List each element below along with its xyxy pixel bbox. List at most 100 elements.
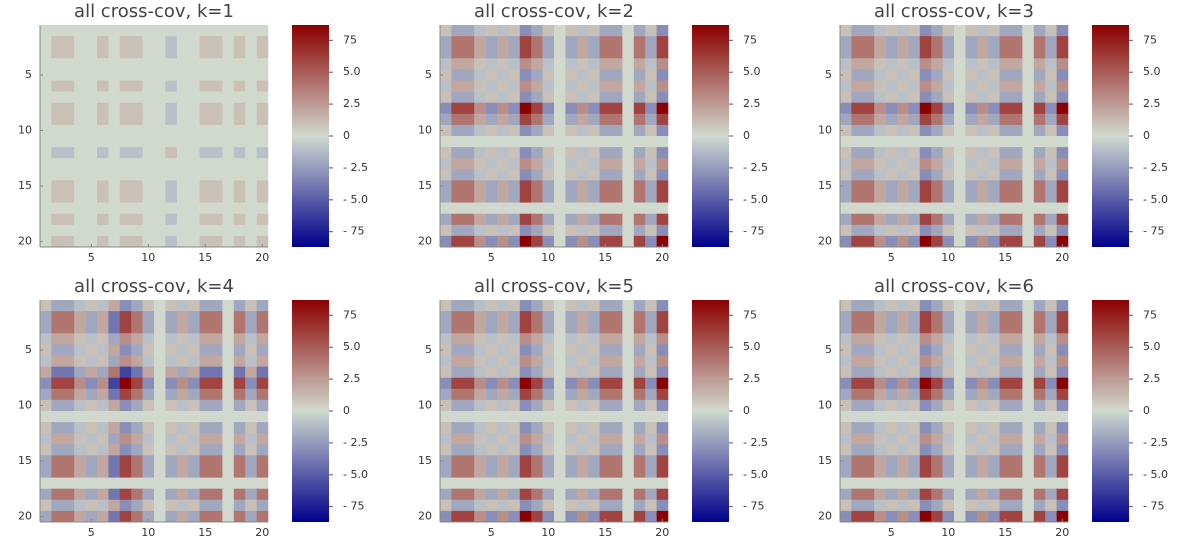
heat-cell: [188, 377, 200, 390]
heat-cell: [97, 180, 109, 192]
heat-cell: [862, 488, 875, 501]
heat-cell: [62, 333, 75, 345]
heat-cell: [154, 311, 166, 323]
heat-cell: [840, 169, 852, 181]
colorbar-tick-label: - 75: [743, 500, 764, 513]
heat-cell: [897, 224, 909, 237]
heat-cell: [965, 180, 978, 192]
heat-cell: [154, 224, 166, 237]
heat-cell: [976, 311, 989, 323]
heat-cell: [199, 91, 212, 103]
heat-cell: [233, 377, 246, 390]
heat-cell: [74, 124, 86, 137]
heat-cell: [976, 158, 989, 170]
heat-cell: [176, 322, 189, 334]
heat-cell: [554, 300, 566, 312]
heat-cell: [1011, 510, 1023, 523]
heat-cell: [988, 433, 1000, 445]
heat-cell: [451, 180, 464, 192]
heat-cell: [862, 158, 875, 170]
heat-cell: [919, 224, 932, 237]
heat-cell: [62, 510, 75, 523]
heat-cell: [531, 235, 543, 248]
heat-cell: [565, 433, 578, 445]
heat-cell: [108, 366, 121, 378]
heat-cell: [188, 422, 200, 434]
heat-cell: [622, 136, 635, 148]
heat-cell: [485, 147, 498, 159]
y-tick-label: 10: [418, 398, 432, 411]
heat-cell: [211, 466, 223, 478]
heat-cell: [1045, 455, 1057, 467]
heat-cell: [622, 202, 635, 214]
heat-cell: [919, 300, 932, 312]
heat-cell: [565, 366, 578, 378]
heat-cell: [497, 466, 509, 478]
heat-cell: [542, 69, 555, 81]
heat-cell: [199, 224, 212, 237]
x-tick-label: 10: [941, 526, 955, 539]
heat-cell: [131, 158, 143, 170]
heat-cell: [554, 388, 566, 401]
heat-cell: [622, 455, 635, 467]
heat-cell: [1033, 366, 1046, 378]
heat-cell: [199, 80, 212, 92]
heat-cell: [508, 191, 521, 203]
heat-cell: [885, 422, 898, 434]
heat-cell: [576, 322, 589, 334]
heat-cell: [656, 202, 669, 214]
heat-cell: [554, 344, 566, 356]
heat-cell: [62, 69, 75, 81]
heat-cell: [954, 333, 966, 345]
heat-cell: [1011, 455, 1023, 467]
heat-cell: [999, 180, 1012, 192]
heat-cell: [565, 124, 578, 137]
heat-cell: [222, 311, 235, 323]
colorbar-tick-label: - 2.5: [1143, 436, 1168, 449]
heat-cell: [40, 444, 52, 456]
heat-cell: [1011, 344, 1023, 356]
heat-cell: [588, 466, 600, 478]
heat-cell: [954, 422, 966, 434]
heat-cell: [62, 388, 75, 401]
heat-cell: [451, 488, 464, 501]
heat-cell: [897, 311, 909, 323]
heat-cell: [1011, 147, 1023, 159]
colorbar-tick-label: - 2.5: [743, 436, 768, 449]
heat-cell: [645, 344, 657, 356]
heat-cell: [222, 433, 235, 445]
heat-cell: [531, 433, 543, 445]
colorbar-tick-label: 2.5: [743, 372, 761, 385]
heat-cell: [485, 411, 498, 423]
heat-cell: [931, 300, 943, 312]
heat-cell: [576, 58, 589, 70]
heat-cell: [874, 180, 886, 192]
colorbar-tick-label: - 75: [1143, 500, 1164, 513]
heat-cell: [97, 213, 109, 226]
heat-cell: [976, 355, 989, 367]
heat-cell: [233, 25, 246, 37]
heat-cell: [519, 488, 532, 501]
heat-cell: [256, 213, 269, 226]
heat-cell: [908, 422, 921, 434]
heat-cell: [633, 433, 646, 445]
heat-cell: [222, 191, 235, 203]
heat-cell: [462, 147, 475, 159]
heat-cell: [908, 433, 921, 445]
heat-cell: [176, 136, 189, 148]
heat-cell: [633, 510, 646, 523]
heat-cell: [165, 102, 178, 115]
heat-cell: [188, 80, 200, 92]
heat-cell: [622, 169, 635, 181]
heat-cell: [633, 213, 646, 226]
heat-cell: [1056, 202, 1069, 214]
heat-cell: [897, 488, 909, 501]
heat-cell: [62, 47, 75, 59]
heat-cell: [633, 191, 646, 203]
heat-cell: [885, 80, 898, 92]
heat-cell: [142, 411, 155, 423]
heat-cell: [440, 355, 452, 367]
heat-cell: [497, 136, 509, 148]
heat-cell: [222, 80, 235, 92]
heat-cell: [97, 366, 109, 378]
